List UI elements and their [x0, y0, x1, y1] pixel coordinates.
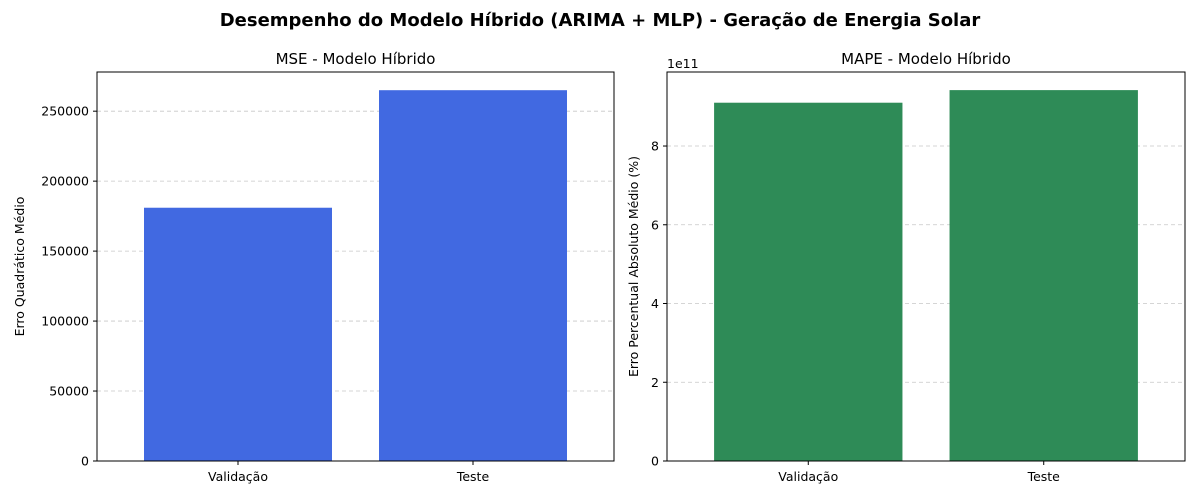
x-tick-label: Teste	[456, 469, 490, 484]
y-tick-label: 200000	[41, 174, 89, 189]
chart-panel-2: Validação Teste 0 2 4 6 8 MAPE - Modelo Híbrido…	[626, 50, 1186, 484]
y-tick-label: 8	[651, 139, 659, 154]
chart-panel-1: Validação Teste 0 50000 100000 150000 200000 25…	[12, 50, 615, 484]
bar-1-1	[144, 207, 332, 461]
chart-title: MAPE - Modelo Híbrido	[841, 50, 1011, 68]
chart-suptitle: Desempenho do Modelo Híbrido (ARIMA + ML…	[220, 10, 981, 31]
y-tick-label: 6	[651, 217, 659, 232]
y-tick-label: 4	[651, 296, 659, 311]
x-tick-label: Validação	[208, 469, 268, 484]
y-tick-label: 250000	[41, 104, 89, 119]
y-axis-label: Erro Quadrático Médio	[12, 197, 27, 337]
y-scale-offset-label: 1e11	[667, 56, 699, 71]
bar-1-2	[379, 90, 567, 462]
bar-2-2	[949, 90, 1138, 462]
y-tick-label: 50000	[49, 384, 89, 399]
chart-title: MSE - Modelo Híbrido	[276, 50, 436, 68]
x-tick-label: Validação	[778, 469, 838, 484]
y-tick-label: 100000	[41, 314, 89, 329]
axes-frame	[96, 71, 615, 462]
axes-frame	[666, 71, 1186, 462]
y-tick-label: 0	[81, 454, 89, 469]
y-tick-label: 0	[651, 454, 659, 469]
y-tick-label: 150000	[41, 244, 89, 259]
x-tick-label: Teste	[1027, 469, 1061, 484]
y-axis-label: Erro Percentual Absoluto Médio (%)	[626, 156, 641, 377]
bar-2-1	[714, 102, 903, 462]
y-tick-label: 2	[651, 375, 659, 390]
